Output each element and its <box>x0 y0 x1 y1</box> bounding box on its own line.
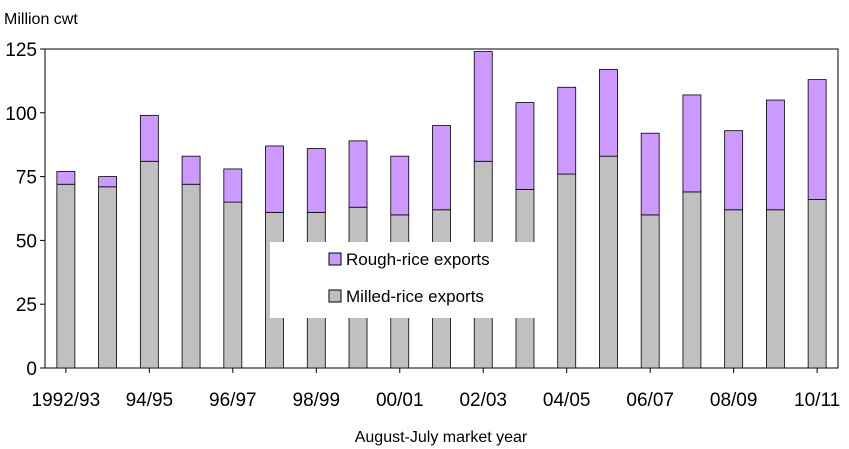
bar-milled-rice <box>557 173 577 369</box>
bar-milled-rice <box>807 199 827 369</box>
bar-milled-rice <box>599 155 618 369</box>
bar-rough-rice <box>640 132 660 216</box>
x-tick-label: 06/07 <box>626 390 674 411</box>
plot-area <box>44 48 839 369</box>
bar-rough-rice <box>181 155 201 185</box>
bar-rough-rice <box>473 51 493 162</box>
bar-rough-rice <box>432 125 451 211</box>
x-tick-label: 1992/93 <box>32 390 101 411</box>
bar-rough-rice <box>56 171 76 185</box>
y-tick-label: 50 <box>16 231 37 252</box>
bar-milled-rice <box>640 214 660 369</box>
y-tick-label: 125 <box>5 40 37 61</box>
bar-milled-rice <box>765 209 785 369</box>
y-tick-label: 75 <box>16 168 37 189</box>
y-tick-label: 25 <box>16 295 37 316</box>
bar-rough-rice <box>98 176 118 188</box>
x-tick-label: 04/05 <box>543 390 591 411</box>
legend-swatch-milled-rice <box>328 289 342 303</box>
bar-rough-rice <box>557 86 577 175</box>
bar-rough-rice <box>682 94 702 193</box>
bar-milled-rice <box>139 160 159 369</box>
bar-rough-rice <box>223 168 243 203</box>
x-tick-label: 94/95 <box>126 390 174 411</box>
bar-rough-rice <box>265 145 284 213</box>
x-tick-label: 96/97 <box>209 390 257 411</box>
x-axis-title: August-July market year <box>355 429 528 446</box>
x-tick-label: 00/01 <box>376 390 424 411</box>
bar-milled-rice <box>682 191 702 369</box>
y-axis-ticks: 0 25 50 75 100 125 <box>5 40 45 380</box>
bar-milled-rice <box>724 209 744 369</box>
bar-rough-rice <box>306 148 326 213</box>
legend: Rough-rice exports Milled-rice exports <box>270 242 541 318</box>
x-axis-ticks: 1992/93 94/95 96/97 98/99 00/01 02/03 04/05 06/… <box>32 368 840 411</box>
y-tick-label: 100 <box>5 104 37 125</box>
bar-rough-rice <box>348 140 368 208</box>
bar-rough-rice <box>807 79 827 200</box>
bar-milled-rice <box>223 201 243 369</box>
bar-milled-rice <box>56 183 76 369</box>
bar-rough-rice <box>765 99 785 211</box>
x-tick-label: 10/11 <box>794 390 840 411</box>
y-tick-label: 0 <box>26 359 37 380</box>
x-tick-label: 08/09 <box>710 390 758 411</box>
x-tick-label: 02/03 <box>459 390 507 411</box>
legend-label-rough-rice: Rough-rice exports <box>346 250 490 269</box>
bar-rough-rice <box>724 130 744 211</box>
bar-rough-rice <box>515 102 535 190</box>
legend-box <box>270 242 541 318</box>
x-tick-label: 98/99 <box>293 390 341 411</box>
bar-rough-rice <box>599 69 618 157</box>
bar-rough-rice <box>390 155 410 216</box>
bar-milled-rice <box>98 186 118 369</box>
bar-milled-rice <box>181 183 201 369</box>
legend-swatch-rough-rice <box>328 252 342 266</box>
unit-label: Million cwt <box>4 11 78 28</box>
bar-rough-rice <box>139 114 159 162</box>
legend-label-milled-rice: Milled-rice exports <box>346 287 484 306</box>
